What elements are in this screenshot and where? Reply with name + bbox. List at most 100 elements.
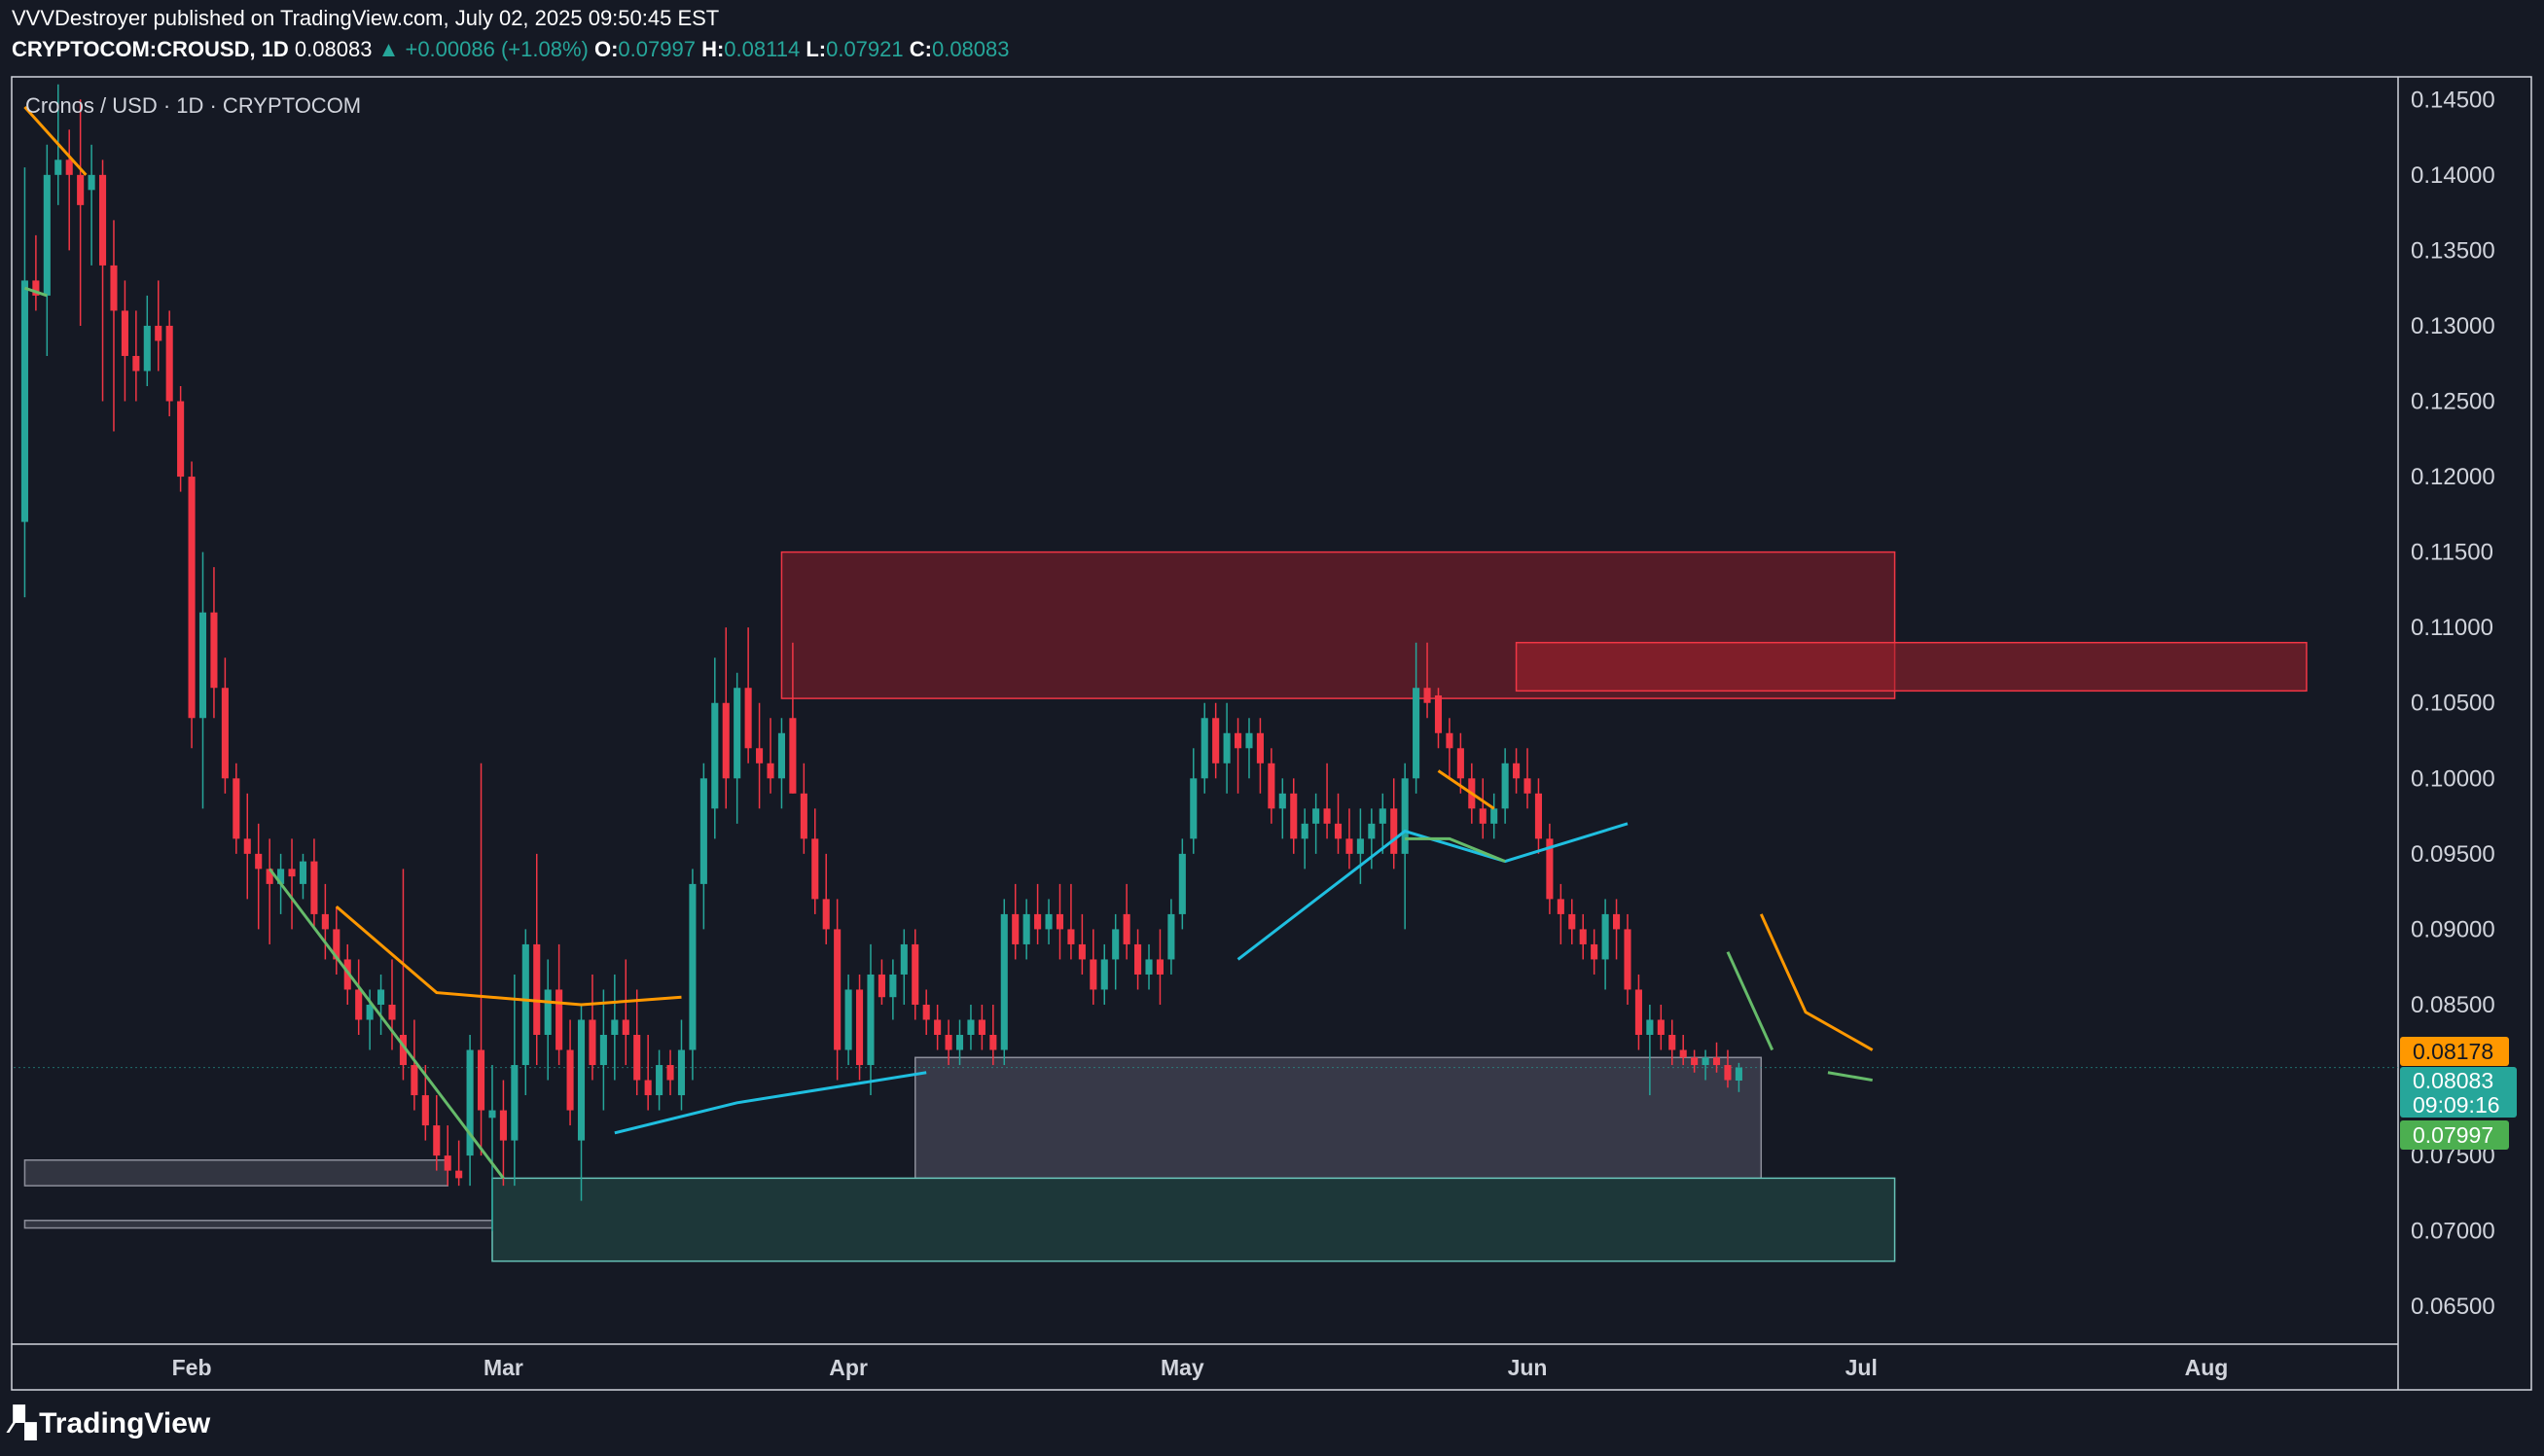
candle-down [288, 838, 296, 930]
candle-body [488, 1110, 496, 1119]
candle-down [499, 1080, 507, 1187]
candle-down [1546, 823, 1554, 914]
candle-body [88, 174, 95, 191]
candle-body [1178, 853, 1186, 914]
candle-down [834, 899, 842, 1081]
candle-down [1056, 883, 1064, 960]
candle-down [622, 959, 629, 1066]
candle-body [1401, 778, 1409, 854]
trendline-orange [23, 106, 88, 176]
candle-body [1568, 913, 1576, 930]
candle-up [711, 657, 719, 839]
candle-up [1735, 1062, 1742, 1092]
candle-body [366, 1004, 374, 1020]
candle-up [1368, 808, 1376, 870]
demand-zone-gray [914, 1056, 1763, 1180]
candle-up [1100, 943, 1108, 1005]
price-tick-label: 0.06500 [2411, 1294, 2495, 1320]
candle-up [889, 959, 897, 1020]
candle-up [867, 943, 875, 1096]
candle-body [644, 1080, 652, 1096]
candle-up [198, 551, 207, 809]
candle-down [1012, 883, 1020, 960]
candle-down [922, 989, 930, 1036]
candle-down [444, 1125, 451, 1187]
candle-up [1112, 913, 1120, 990]
candle-body [411, 1065, 418, 1096]
price-tick-label: 0.09500 [2411, 841, 2495, 868]
candle-up [1301, 808, 1308, 870]
candle-body [32, 280, 40, 296]
candle-body [388, 1004, 396, 1020]
candle-body [20, 280, 28, 522]
supply-zone-lower [1515, 641, 2308, 692]
candle-down [744, 627, 752, 764]
candle-body [421, 1095, 429, 1126]
candle-body [756, 748, 764, 764]
change-value: ▲ +0.00086 (+1.08%) [377, 37, 589, 61]
candle-down [1657, 1004, 1665, 1050]
candle-down [1434, 688, 1443, 749]
candle-body [433, 1125, 441, 1156]
candle-up [88, 144, 95, 266]
time-tick-label: Jun [1508, 1355, 1548, 1380]
candle-up [1245, 718, 1253, 779]
candle-down [1134, 929, 1142, 990]
candle-down [1691, 1049, 1699, 1073]
candle-body [855, 989, 864, 1066]
candle-down [1067, 883, 1075, 960]
candle-body [734, 688, 741, 779]
candle-up [677, 1019, 686, 1111]
candle-body [834, 929, 842, 1050]
candle-body [566, 1049, 574, 1111]
candle-down [98, 160, 107, 402]
candle-body [1634, 989, 1642, 1036]
candle-body [633, 1035, 641, 1081]
price-tag-orange: 0.08178 [2400, 1037, 2509, 1066]
time-axis[interactable]: Feb Mar Apr May Jun Jul Aug [172, 1355, 2229, 1380]
candle-body [499, 1110, 507, 1141]
candle-down [455, 1140, 463, 1187]
price-tick-label: 0.10500 [2411, 691, 2495, 717]
candle-body [1613, 913, 1621, 930]
candle-body [533, 943, 541, 1036]
candle-body [521, 943, 529, 1066]
candle-body [666, 1065, 674, 1081]
chart-legend-title: Cronos / USD · 1D · CRYPTOCOM [25, 93, 361, 118]
candle-body [1557, 899, 1564, 914]
candle-up [521, 929, 529, 1096]
price-tick-label: 0.11000 [2411, 615, 2493, 641]
candle-up [599, 989, 607, 1111]
candle-down [1456, 732, 1464, 794]
candle-body [822, 899, 830, 930]
candle-body [243, 838, 251, 854]
candle-body [1290, 793, 1298, 839]
candle-body [1256, 732, 1264, 764]
candle-up [1702, 1049, 1709, 1081]
candle-body [121, 310, 128, 356]
price-tick-label: 0.13500 [2411, 237, 2495, 264]
tradingview-logo[interactable]: ⁄▚ TradingView [12, 1406, 210, 1440]
candle-body [867, 974, 875, 1066]
candle-body [555, 989, 563, 1050]
candle-body [1646, 1019, 1654, 1036]
candle-body [1368, 823, 1376, 839]
price-tick-label: 0.14500 [2411, 87, 2495, 113]
candle-down [388, 959, 396, 1050]
high-label: H: [701, 37, 725, 61]
candle-down [155, 280, 162, 372]
candle-up [544, 959, 552, 1081]
time-tick-label: Feb [172, 1355, 212, 1380]
candle-body [132, 355, 140, 372]
candle-body [377, 989, 385, 1005]
candle-down [32, 234, 40, 311]
candle-body [1301, 823, 1308, 839]
trendline-green [23, 286, 48, 298]
candle-down [1668, 1019, 1676, 1066]
candle-down [1345, 808, 1353, 870]
candle-down [1290, 778, 1298, 854]
trendline-orange [1437, 769, 1495, 810]
price-tick-label: 0.07000 [2411, 1219, 2495, 1245]
candle-down [1212, 702, 1220, 779]
